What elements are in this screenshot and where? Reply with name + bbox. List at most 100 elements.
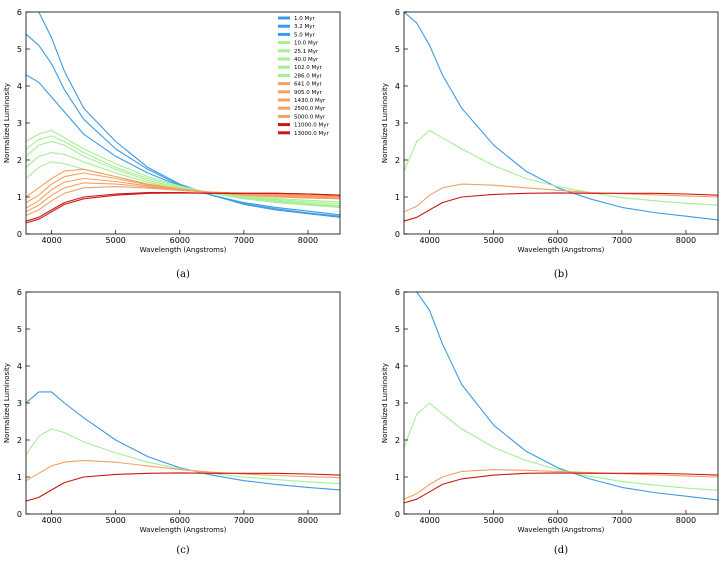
x-axis-title: Wavelength (Angstroms) [140,526,227,534]
y-tick-label: 3 [17,119,22,128]
x-tick-label: 6000 [170,516,190,525]
panel-c: 4000 5000 6000 7000 8000 0 1 2 3 4 5 6 Wavelength (A… [3,288,341,534]
panel-caption-b: (b) [554,269,568,280]
panel-b: 4000 5000 6000 7000 8000 0 1 2 3 4 5 6 Wavelength (A… [381,8,719,254]
x-axis-title: Wavelength (Angstroms) [140,246,227,254]
x-tick-label: 8000 [676,236,696,245]
x-tick-label: 5000 [106,516,126,525]
x-tick-label: 4000 [41,516,61,525]
legend-label: 1.0 Myr [294,16,315,22]
x-tick-label: 7000 [612,516,632,525]
y-tick-label: 5 [17,325,22,334]
x-tick-label: 6000 [548,516,568,525]
series-line-old [404,183,718,213]
legend-label: 2500.0 Myr [294,106,326,112]
y-tick-label: 3 [395,119,400,128]
legend-label: 5.0 Myr [294,32,315,38]
y-tick-label: 3 [395,399,400,408]
series-group [26,391,340,502]
legend-label: 905.0 Myr [294,90,322,96]
y-tick-label: 4 [395,82,400,91]
series-line-young [415,292,718,501]
y-tick-label: 2 [395,156,400,165]
series-line-641-0-myr [26,168,340,200]
y-tick-label: 6 [17,288,22,297]
legend-label: 5000.0 Myr [294,114,326,120]
series-line-3-2-myr [26,33,340,217]
x-tick-label: 8000 [298,516,318,525]
y-tick-label: 0 [395,510,400,519]
series-line-1430-0-myr [26,177,340,209]
y-tick-label: 3 [17,399,22,408]
x-tick-label: 4000 [41,236,61,245]
series-line-13000-0-myr [26,192,340,224]
panel-caption-a: (a) [176,269,190,280]
series-line-40-0-myr [26,140,340,207]
series-line-25-1-myr [26,135,340,208]
series-group [26,12,340,224]
series-line-old [26,459,340,482]
legend: 1.0 Myr 3.2 Myr 5.0 Myr 10.0 Myr 25.1 Myr 40.… [278,16,329,137]
y-tick-label: 1 [395,473,400,482]
legend-label: 10.0 Myr [294,41,319,47]
series-line-oldest [404,192,718,222]
y-tick-label: 1 [395,193,400,202]
legend-label: 3.2 Myr [294,24,315,30]
series-line-oldest [404,472,718,504]
x-tick-label: 8000 [298,236,318,245]
x-tick-label: 6000 [170,236,190,245]
y-tick-label: 2 [395,436,400,445]
y-tick-label: 4 [395,362,400,371]
x-tick-label: 5000 [484,516,504,525]
series-line-oldest [26,472,340,502]
y-tick-label: 5 [395,325,400,334]
legend-label: 13000.0 Myr [294,131,329,137]
series-group [404,292,718,504]
x-tick-label: 5000 [106,236,126,245]
legend-label: 102.0 Myr [294,65,322,71]
x-tick-label: 7000 [234,236,254,245]
plot-frame [403,291,719,515]
legend-label: 286.0 Myr [294,73,322,79]
series-line-10-0-myr [26,129,340,208]
panel-a: 4000 5000 6000 7000 8000 0 1 2 3 4 5 6 Wavelength (A… [3,8,341,254]
series-line-1-0-myr [37,12,340,218]
y-tick-label: 2 [17,436,22,445]
y-tick-label: 6 [395,8,400,17]
series-line-old [404,469,718,500]
legend-label: 11000.0 Myr [294,123,329,129]
y-tick-label: 4 [17,82,22,91]
y-tick-label: 2 [17,156,22,165]
y-axis-title: Normalized Luminosity [381,363,389,443]
x-axis-title: Wavelength (Angstroms) [518,246,605,254]
y-tick-label: 0 [17,510,22,519]
series-line-young [404,12,718,221]
x-tick-label: 5000 [484,236,504,245]
x-tick-label: 7000 [612,236,632,245]
x-tick-label: 8000 [676,516,696,525]
y-tick-label: 1 [17,473,22,482]
y-axis-title: Normalized Luminosity [381,83,389,163]
y-tick-label: 5 [17,45,22,54]
series-line-intermediate [26,428,340,485]
series-group [404,12,718,222]
y-tick-label: 4 [17,362,22,371]
y-tick-label: 0 [17,230,22,239]
series-line-905-0-myr [26,172,340,204]
legend-label: 25.1 Myr [294,49,319,55]
legend-label: 40.0 Myr [294,57,319,63]
legend-label: 1430.0 Myr [294,98,326,104]
panel-d: 4000 5000 6000 7000 8000 0 1 2 3 4 5 6 Wavelength (A… [381,288,719,534]
y-tick-label: 5 [395,45,400,54]
x-tick-label: 4000 [419,236,439,245]
series-line-intermediate [404,129,718,206]
x-tick-label: 6000 [548,236,568,245]
y-axis-title: Normalized Luminosity [3,363,11,443]
y-tick-label: 6 [17,8,22,17]
x-axis-title: Wavelength (Angstroms) [518,526,605,534]
series-line-young [26,391,340,491]
x-tick-label: 7000 [234,516,254,525]
y-tick-label: 6 [395,288,400,297]
legend-label: 641.0 Myr [294,82,322,88]
